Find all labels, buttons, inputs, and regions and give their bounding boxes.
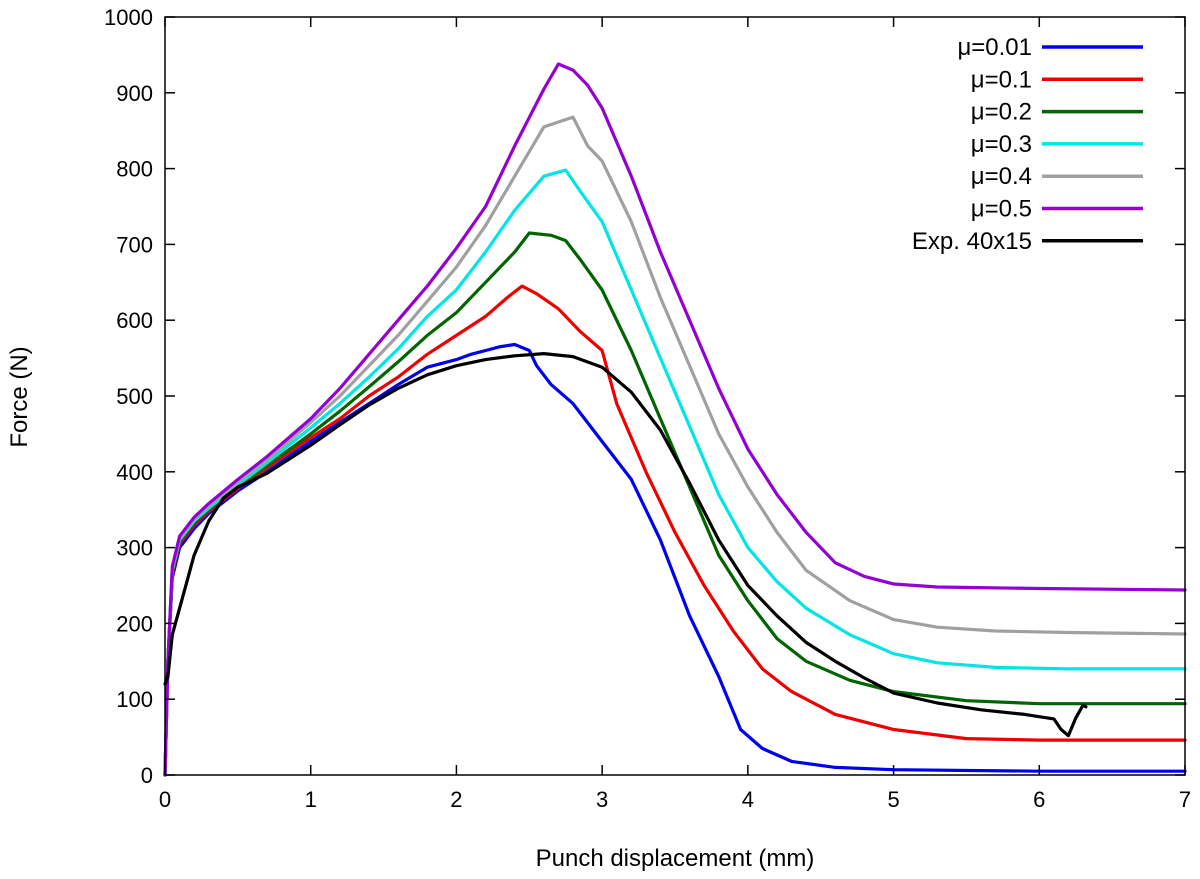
y-tick-label: 500	[116, 384, 153, 409]
legend: μ=0.01 μ=0.1 μ=0.2 μ=0.3 μ=0.4 μ=0.5 Exp. 40x1…	[912, 34, 1143, 255]
y-tick-label: 800	[116, 157, 153, 182]
y-tick-label: 300	[116, 536, 153, 561]
x-tick-label: 2	[450, 787, 462, 812]
series-line-5	[163, 62, 1187, 777]
legend-label-1: μ=0.1	[971, 66, 1032, 93]
legend-label-4: μ=0.4	[971, 163, 1032, 190]
legend-label-5: μ=0.5	[971, 196, 1032, 223]
x-tick-label: 1	[305, 787, 317, 812]
x-tick-label: 6	[1033, 787, 1045, 812]
x-tick-label: 5	[887, 787, 899, 812]
x-tick-label: 7	[1179, 787, 1191, 812]
legend-label-2: μ=0.2	[971, 99, 1032, 126]
x-axis: 0 1 2 3 4 5 6 7	[159, 17, 1191, 812]
y-tick-label: 100	[116, 687, 153, 712]
y-tick-label: 400	[116, 460, 153, 485]
series-line-3	[163, 168, 1187, 777]
y-tick-label: 700	[116, 232, 153, 257]
legend-label-6: Exp. 40x15	[912, 228, 1032, 255]
x-tick-label: 4	[742, 787, 754, 812]
y-axis: 0 100 200 300 400 500 600 700 800 900 1000	[104, 5, 1185, 788]
y-tick-label: 1000	[104, 5, 153, 30]
x-tick-label: 0	[159, 787, 171, 812]
legend-label-0: μ=0.01	[957, 34, 1032, 61]
series-line-6	[163, 352, 1088, 738]
series-line-4	[163, 115, 1187, 777]
y-tick-label: 600	[116, 308, 153, 333]
x-axis-label: Punch displacement (mm)	[536, 845, 815, 872]
y-tick-label: 900	[116, 81, 153, 106]
y-tick-label: 0	[141, 763, 153, 788]
legend-label-3: μ=0.3	[971, 131, 1032, 158]
series-line-0	[163, 342, 1187, 777]
x-tick-label: 3	[596, 787, 608, 812]
y-tick-label: 200	[116, 611, 153, 636]
series-layer	[163, 62, 1187, 777]
y-axis-label: Force (N)	[6, 346, 33, 447]
